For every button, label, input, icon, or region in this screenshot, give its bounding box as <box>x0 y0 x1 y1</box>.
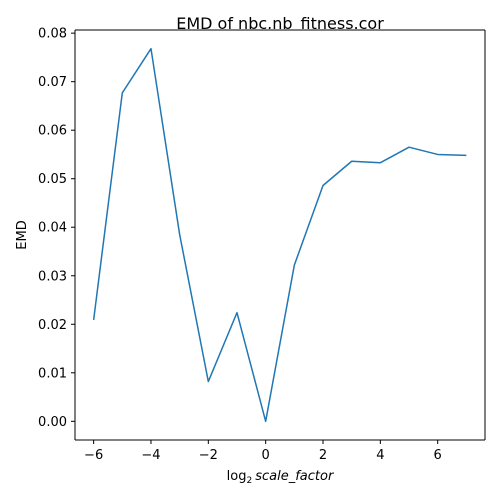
x-axis-label-subscript: 2 <box>247 476 253 486</box>
x-axis-ticks: −6 −4 −2 0 2 4 6 <box>84 440 442 463</box>
x-tick-label: 6 <box>434 448 442 463</box>
x-axis-label: log2 scale_factor <box>227 469 335 486</box>
series-line-0 <box>92 47 467 423</box>
x-axis-label-variable: scale_factor <box>255 469 335 484</box>
x-tick-label: 4 <box>376 448 384 463</box>
y-tick-label: 0.02 <box>38 318 67 333</box>
y-tick-label: 0.01 <box>38 366 67 381</box>
x-axis-label-prefix: log <box>227 469 247 484</box>
y-tick-label: 0.03 <box>38 269 67 284</box>
y-tick-label: 0.06 <box>38 124 67 139</box>
x-tick-label: 2 <box>319 448 327 463</box>
x-tick-label: −4 <box>141 448 160 463</box>
plot-layer <box>92 47 467 423</box>
y-axis-label: EMD <box>15 220 30 249</box>
y-axis-ticks: 0.00 0.01 0.02 0.03 0.04 0.05 0.06 0.07 0.08 <box>38 27 75 430</box>
y-tick-label: 0.05 <box>38 172 67 187</box>
y-tick-label: 0.08 <box>38 27 67 42</box>
x-tick-label: 0 <box>262 448 270 463</box>
y-tick-label: 0.07 <box>38 75 67 90</box>
x-tick-label: −6 <box>84 448 103 463</box>
y-tick-label: 0.00 <box>38 415 67 430</box>
y-tick-label: 0.04 <box>38 221 67 236</box>
x-tick-label: −2 <box>199 448 218 463</box>
plot-area <box>75 30 485 440</box>
chart-title: EMD of nbc.nb_fitness.cor <box>176 14 384 34</box>
